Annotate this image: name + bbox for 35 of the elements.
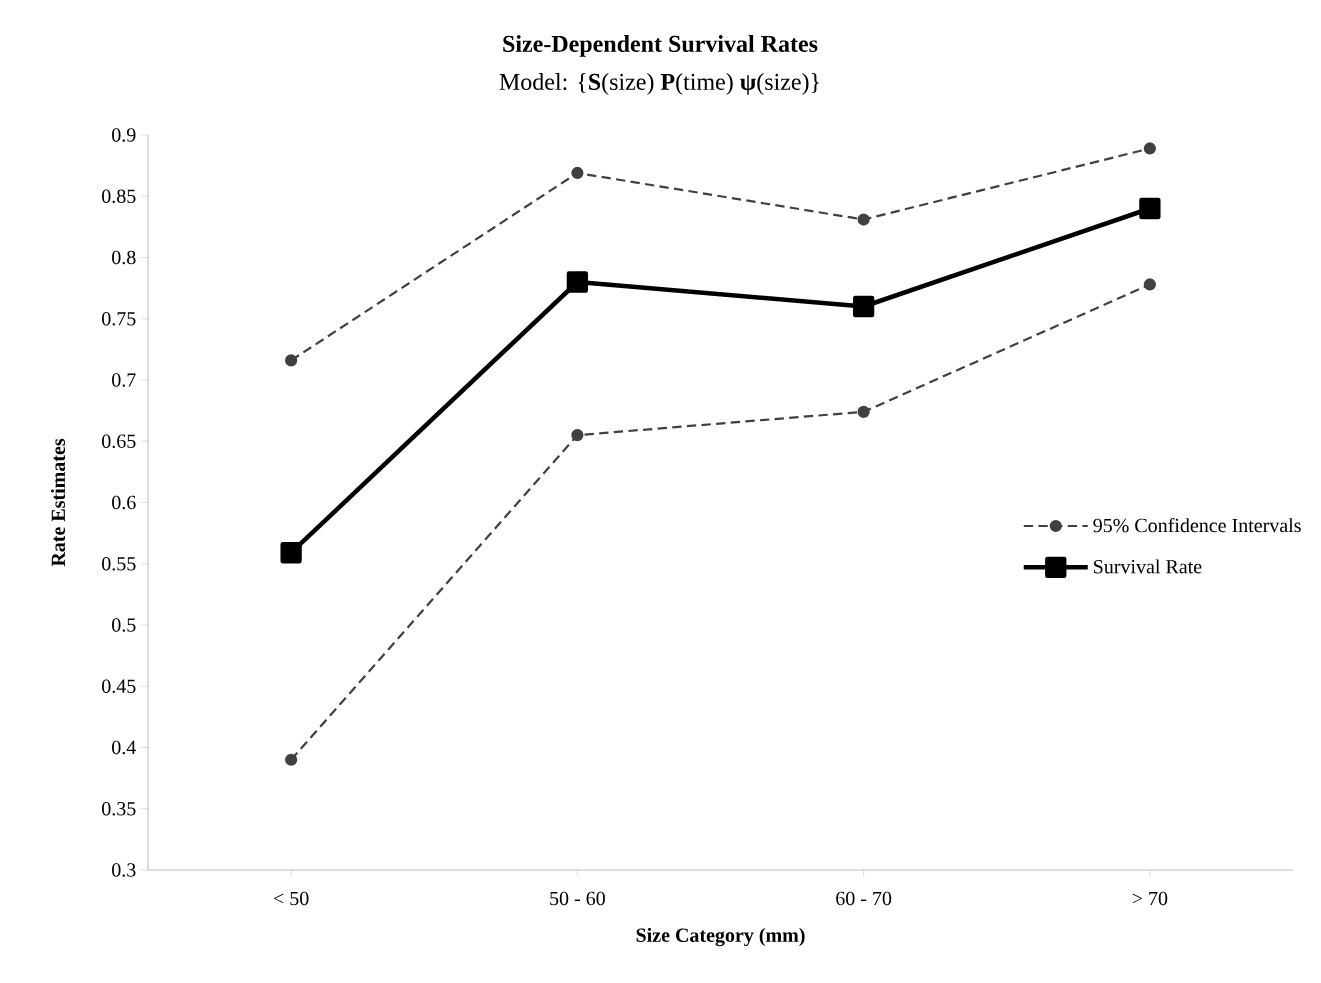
point: [857, 213, 870, 226]
x-tick-label: > 70: [1132, 891, 1168, 906]
x-tick-label: 50 - 60: [550, 891, 605, 906]
y-tick-label: 0.8: [112, 250, 136, 265]
y-tick-label: 0.6: [112, 495, 136, 510]
point: [280, 542, 302, 564]
chart-title: Size-Dependent Survival Rates: [503, 35, 818, 57]
point: [1143, 278, 1156, 291]
point: [1139, 197, 1161, 220]
x-tick-label: 60 - 70: [836, 891, 892, 906]
y-tick-label: 0.7: [112, 373, 136, 387]
point: [1143, 142, 1156, 155]
legend-label: Survival Rate: [1094, 559, 1202, 574]
point: [852, 295, 875, 318]
y-tick-label: 0.3: [112, 863, 136, 877]
point: [285, 753, 298, 766]
point: [571, 429, 584, 442]
y-tick-label: 0.4: [112, 740, 136, 755]
y-tick-label: 0.75: [102, 311, 136, 326]
legend-label: 95% Confidence Intervals: [1093, 517, 1301, 533]
y-tick-label: 0.85: [102, 189, 136, 204]
y-tick-label: 0.55: [102, 556, 136, 571]
point: [285, 354, 298, 367]
y-tick-label: 0.45: [102, 679, 136, 694]
chart-subtitle: Model: {S(size) P(time) ψ(size)}: [499, 73, 819, 95]
y-axis-title: Rate Estimates: [50, 438, 66, 567]
point: [566, 271, 589, 293]
x-axis-title: Size Category (mm): [636, 927, 805, 947]
point: [571, 166, 584, 180]
y-tick-label: 0.5: [112, 618, 136, 632]
y-tick-label: 0.65: [102, 434, 136, 449]
point: [857, 405, 870, 418]
y-tick-label: 0.35: [102, 801, 136, 816]
x-tick-label: < 50: [273, 891, 309, 906]
y-tick-label: 0.9: [112, 128, 136, 142]
